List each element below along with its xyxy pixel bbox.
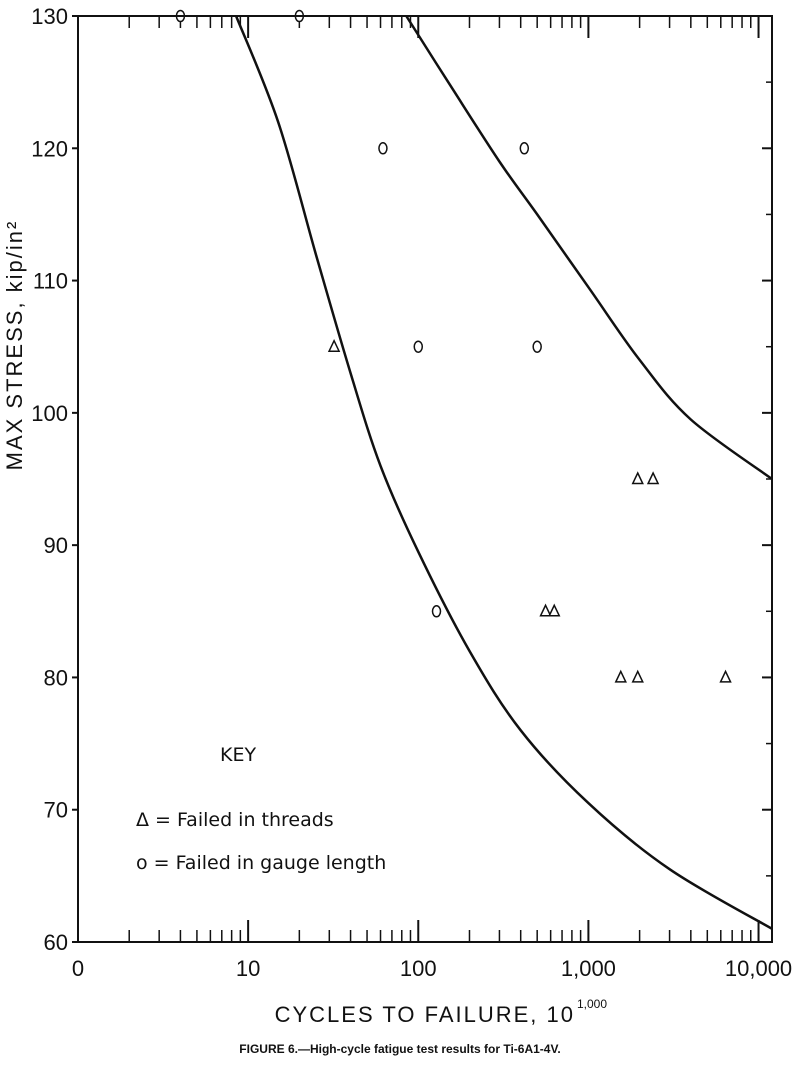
legend-entry-gauge-length: o = Failed in gauge length	[136, 852, 386, 874]
legend: KEY Δ = Failed in threads o = Failed in …	[136, 744, 386, 874]
y-tick-label: 130	[31, 4, 68, 29]
fit-curve-1	[234, 15, 773, 930]
point-failed-in-threads	[646, 471, 660, 485]
point-failed-in-threads	[327, 338, 341, 352]
point-failed-in-gauge-length	[532, 340, 542, 353]
y-tick-label: 90	[44, 533, 68, 558]
y-tick-label: 80	[44, 665, 68, 690]
x-tick-label: 100	[400, 956, 437, 981]
tick-marks	[72, 15, 772, 943]
x-tick-label: 10	[236, 956, 260, 981]
tick-labels: 60 70 80 90 100 110 120 130 0 10 100 1,000 10,000	[31, 4, 792, 981]
legend-title: KEY	[220, 744, 256, 766]
fit-curve-2	[405, 15, 773, 481]
point-failed-in-threads	[719, 669, 732, 683]
y-tick-label: 120	[31, 136, 68, 161]
x-axis-label: CYCLES TO FAILURE, 10	[275, 1002, 575, 1027]
y-tick-label: 70	[44, 798, 68, 823]
x-tick-label: 10,000	[725, 956, 792, 981]
y-tick-label: 60	[44, 930, 68, 955]
plot-area-frame	[77, 15, 773, 943]
point-failed-in-threads	[539, 603, 552, 617]
point-failed-in-threads	[548, 603, 561, 617]
point-failed-in-threads	[631, 669, 644, 683]
x-axis-label-superscript: 1,000	[577, 997, 607, 1011]
point-failed-in-gauge-length	[519, 142, 530, 155]
y-tick-label: 100	[31, 401, 68, 426]
data-points	[175, 9, 732, 683]
fatigue-chart: 60 70 80 90 100 110 120 130 0 10 100 1,000 10,000 MA…	[2, 4, 792, 1027]
fit-curves	[234, 15, 773, 930]
point-failed-in-threads	[614, 669, 627, 683]
x-tick-label: 1,000	[561, 956, 616, 981]
point-failed-in-gauge-length	[378, 142, 388, 155]
x-tick-label: 0	[72, 956, 84, 981]
figure-caption: FIGURE 6.—High-cycle fatigue test result…	[239, 1042, 561, 1056]
y-axis-label: MAX STRESS, kip/in²	[2, 220, 27, 471]
legend-entry-threads: Δ = Failed in threads	[136, 809, 334, 831]
point-failed-in-threads	[631, 471, 644, 485]
point-failed-in-gauge-length	[413, 340, 424, 353]
point-failed-in-gauge-length	[431, 605, 442, 618]
y-tick-label: 110	[33, 269, 68, 294]
